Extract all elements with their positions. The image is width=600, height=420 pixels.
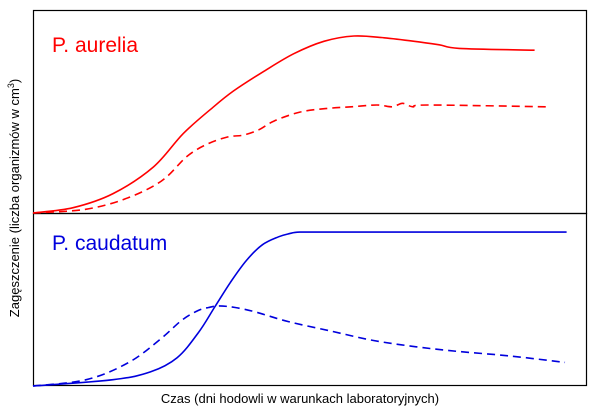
y-axis-label-superscript: 3 [6, 83, 16, 88]
top-panel-series [32, 35, 547, 214]
top-panel-title: P. aurelia [52, 34, 138, 57]
y-axis-label: Zagęszczenie (liczba organizmów w cm3) [6, 79, 22, 317]
caudatum-solid-line [32, 231, 567, 387]
caudatum-dashed-line [32, 305, 566, 387]
bottom-panel-series [32, 231, 567, 387]
aurelia-dashed-line [32, 102, 547, 214]
x-axis-label: Czas (dni hodowli w warunkach laboratory… [161, 391, 439, 406]
bottom-panel-frame [32, 212, 588, 387]
y-axis-label-text: Zagęszczenie (liczba organizmów w cm [7, 88, 22, 317]
y-axis-label-close: ) [7, 79, 22, 83]
bottom-panel-title: P. caudatum [52, 232, 167, 255]
aurelia-solid-line [32, 35, 535, 214]
